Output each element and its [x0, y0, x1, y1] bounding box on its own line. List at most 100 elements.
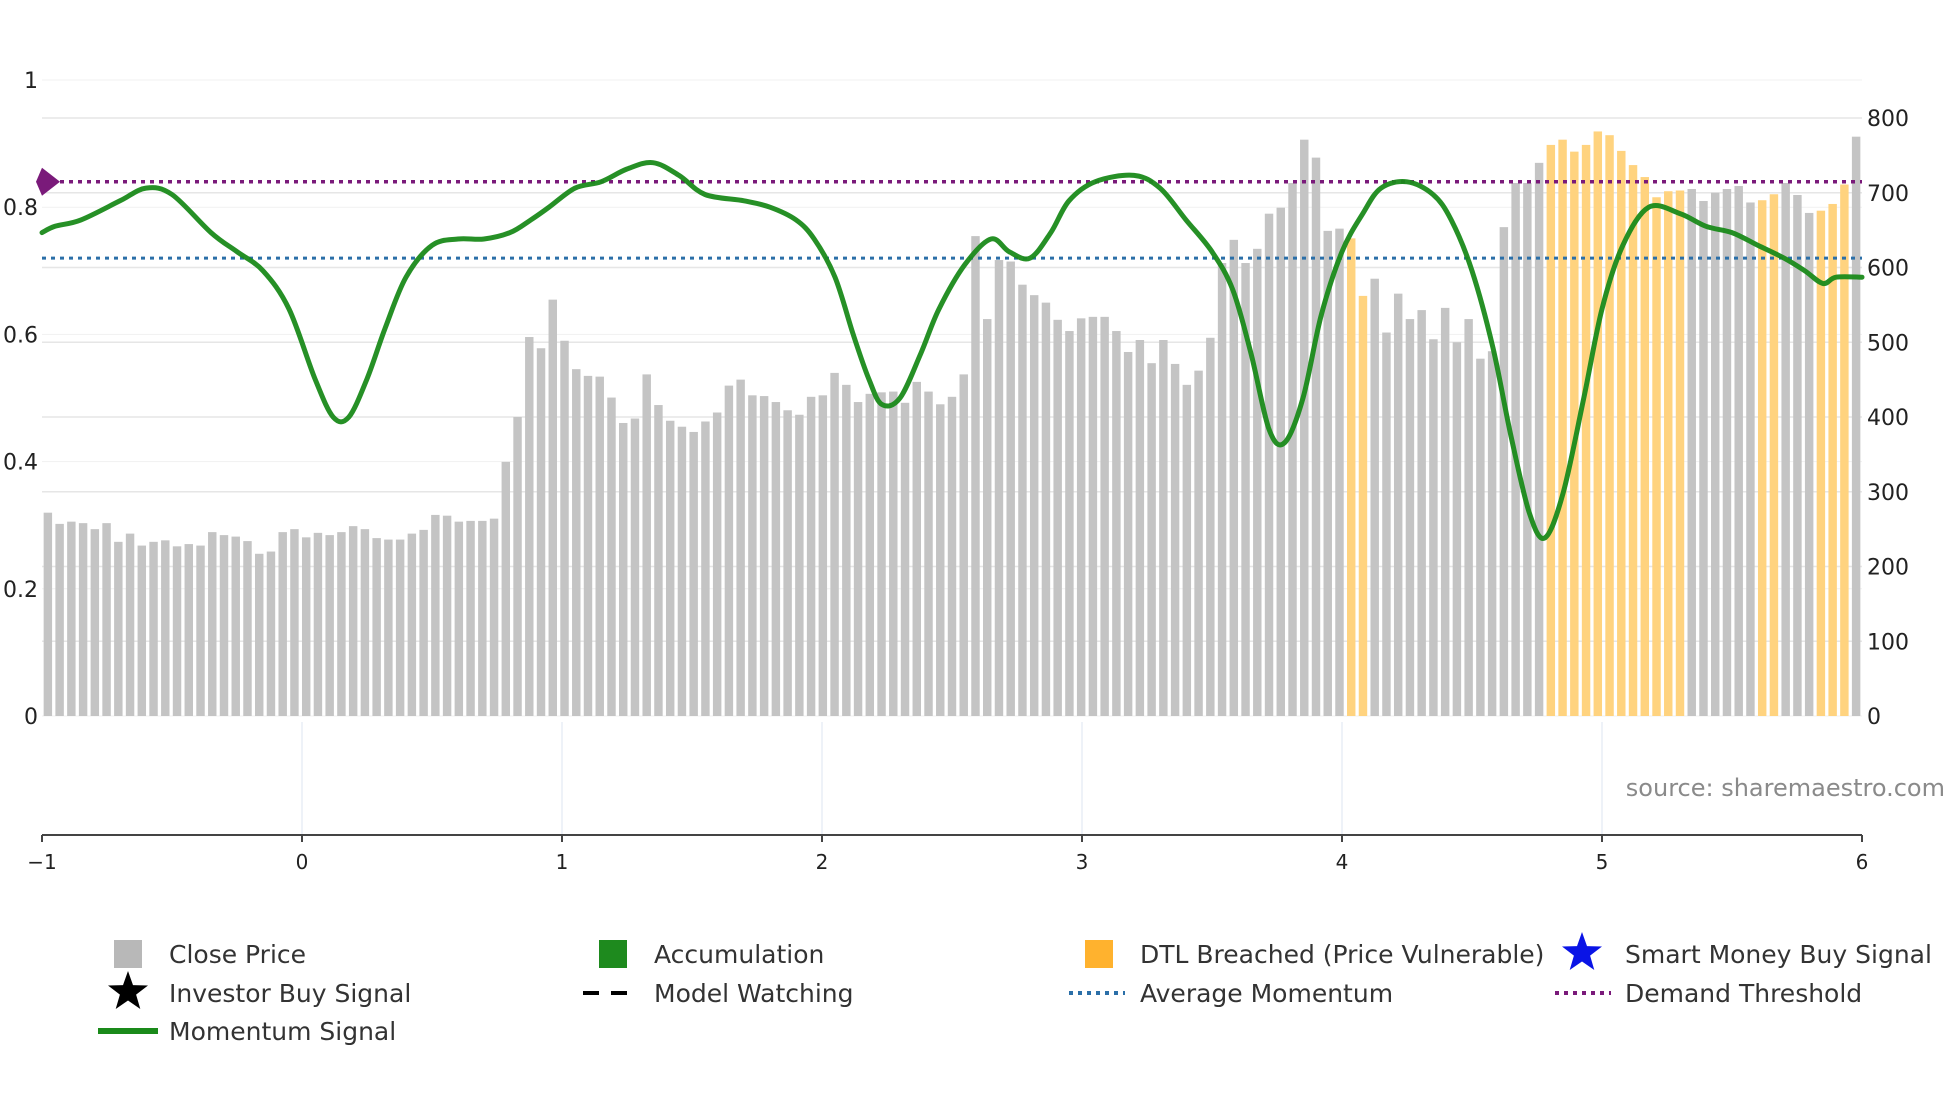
- close-price-bar: [1699, 200, 1708, 717]
- close-price-bar: [1523, 183, 1532, 716]
- close-price-bar: [255, 553, 264, 716]
- close-price-bar: [689, 431, 698, 716]
- close-price-bar: [90, 529, 100, 717]
- momentum-signal-line: [39, 160, 1865, 541]
- dtl-breached-bar: [1828, 203, 1837, 716]
- close-price-bar: [795, 414, 804, 716]
- close-price-bar: [1311, 157, 1321, 716]
- close-price-bar: [184, 544, 193, 716]
- close-price-bar: [172, 546, 182, 716]
- close-price-bar: [1781, 183, 1790, 716]
- close-price-bar: [407, 533, 417, 716]
- source-label: source: sharemaestro.com: [1626, 774, 1945, 802]
- close-price-bar: [1100, 316, 1109, 716]
- close-price-bar: [1288, 183, 1297, 716]
- close-price-bar: [489, 518, 499, 716]
- close-price-bar: [161, 540, 170, 716]
- close-price-bar: [830, 372, 839, 716]
- close-price-bar: [67, 521, 76, 716]
- close-price-bar: [1746, 202, 1755, 717]
- close-price-bar: [1793, 194, 1802, 717]
- close-price-bar: [1123, 351, 1133, 716]
- close-price-bar: [1440, 307, 1450, 716]
- legend-item-model-watching: Model Watching: [583, 979, 854, 1008]
- close-price-bar: [536, 348, 546, 716]
- legend-item-average-momentum: Average Momentum: [1069, 979, 1393, 1008]
- close-price-bar: [900, 402, 910, 716]
- close-price-bar: [114, 541, 123, 716]
- dtl-breached-bar: [1840, 184, 1849, 716]
- legend-label-investor-buy: Investor Buy Signal: [169, 979, 411, 1008]
- legend-item-dtl-breached: DTL Breached (Price Vulnerable): [1085, 940, 1544, 969]
- close-price-bar: [442, 515, 452, 716]
- close-price-bar: [1393, 293, 1403, 716]
- close-price-bar: [243, 541, 252, 716]
- dtl-breached-bar: [1652, 197, 1661, 717]
- x-tick-label: 5: [1596, 850, 1609, 874]
- close-price-bar: [1499, 227, 1509, 716]
- close-price-bar: [1276, 207, 1285, 716]
- close-price-bar: [395, 539, 405, 716]
- x-tick-label: 4: [1336, 850, 1349, 874]
- legend-label-smart-money: Smart Money Buy Signal: [1625, 940, 1932, 969]
- axes: −1 0 1 2 3 4 5 6 0 0.2 0.4 0.6 0.8 1 0 100 200 300 400 500 6…: [3, 69, 1909, 874]
- close-price-bar: [1687, 189, 1696, 716]
- close-price-bar: [1851, 136, 1861, 716]
- close-price-bar: [278, 532, 287, 716]
- legend-label-model-watching: Model Watching: [654, 979, 854, 1008]
- close-price-bar: [1041, 302, 1051, 716]
- blue-star-icon: [1562, 932, 1602, 970]
- close-price-bar: [1159, 340, 1168, 716]
- y-left-tick-label: 1: [24, 69, 38, 94]
- close-price-bar: [431, 514, 440, 716]
- close-price-bar: [360, 529, 370, 717]
- close-price-bar: [665, 420, 675, 716]
- close-price-bar: [1241, 263, 1250, 716]
- close-price-bar: [947, 396, 957, 716]
- y-left-tick-label: 0: [24, 705, 38, 730]
- close-price-bar: [1464, 319, 1473, 716]
- close-price-bar: [1182, 384, 1192, 716]
- close-price-bar: [266, 551, 276, 716]
- close-price-bar: [55, 523, 64, 716]
- close-price-bar: [454, 521, 464, 716]
- close-price-bar: [724, 385, 734, 716]
- x-tick-label: 0: [296, 850, 309, 874]
- close-price-bar: [595, 376, 604, 716]
- close-price-bar: [372, 538, 381, 716]
- close-price-bar: [924, 391, 933, 716]
- close-price-bar: [877, 392, 886, 716]
- dtl-breached-bar: [1347, 238, 1356, 716]
- close-price-bar: [548, 299, 557, 716]
- close-price-bar: [1734, 186, 1743, 716]
- close-price-bar: [1018, 284, 1027, 716]
- close-price-bar: [501, 461, 511, 716]
- close-price-bar: [560, 340, 569, 716]
- close-price-bar: [290, 529, 299, 717]
- dtl-breached-bar: [1617, 150, 1626, 716]
- close-price-bar: [1006, 261, 1015, 716]
- y-right-tick-label: 700: [1867, 182, 1909, 207]
- close-price-bar: [1253, 248, 1262, 716]
- legend-label-dtl-breached: DTL Breached (Price Vulnerable): [1140, 940, 1544, 969]
- legend-label-close-price: Close Price: [169, 940, 306, 969]
- dtl-breached-bar: [1358, 295, 1368, 716]
- close-price-bar: [572, 369, 581, 716]
- dtl-breached-swatch: [1085, 940, 1113, 968]
- close-price-bar: [1088, 316, 1098, 716]
- close-price-bar: [642, 374, 651, 716]
- close-price-bar: [994, 260, 1004, 716]
- close-price-bar: [478, 520, 487, 716]
- y-right-tick-label: 100: [1867, 630, 1909, 655]
- legend-label-momentum: Momentum Signal: [169, 1017, 396, 1046]
- close-price-bar: [325, 535, 334, 716]
- close-price-bar: [842, 384, 851, 716]
- legend-label-demand-threshold: Demand Threshold: [1625, 979, 1862, 1008]
- close-price-bar: [1053, 319, 1062, 716]
- close-price-bar: [125, 533, 135, 716]
- close-price-bar: [1804, 212, 1814, 716]
- y-left-tick-label: 0.2: [3, 578, 38, 603]
- close-price-bar: [983, 319, 992, 716]
- close-price-bar: [759, 396, 769, 716]
